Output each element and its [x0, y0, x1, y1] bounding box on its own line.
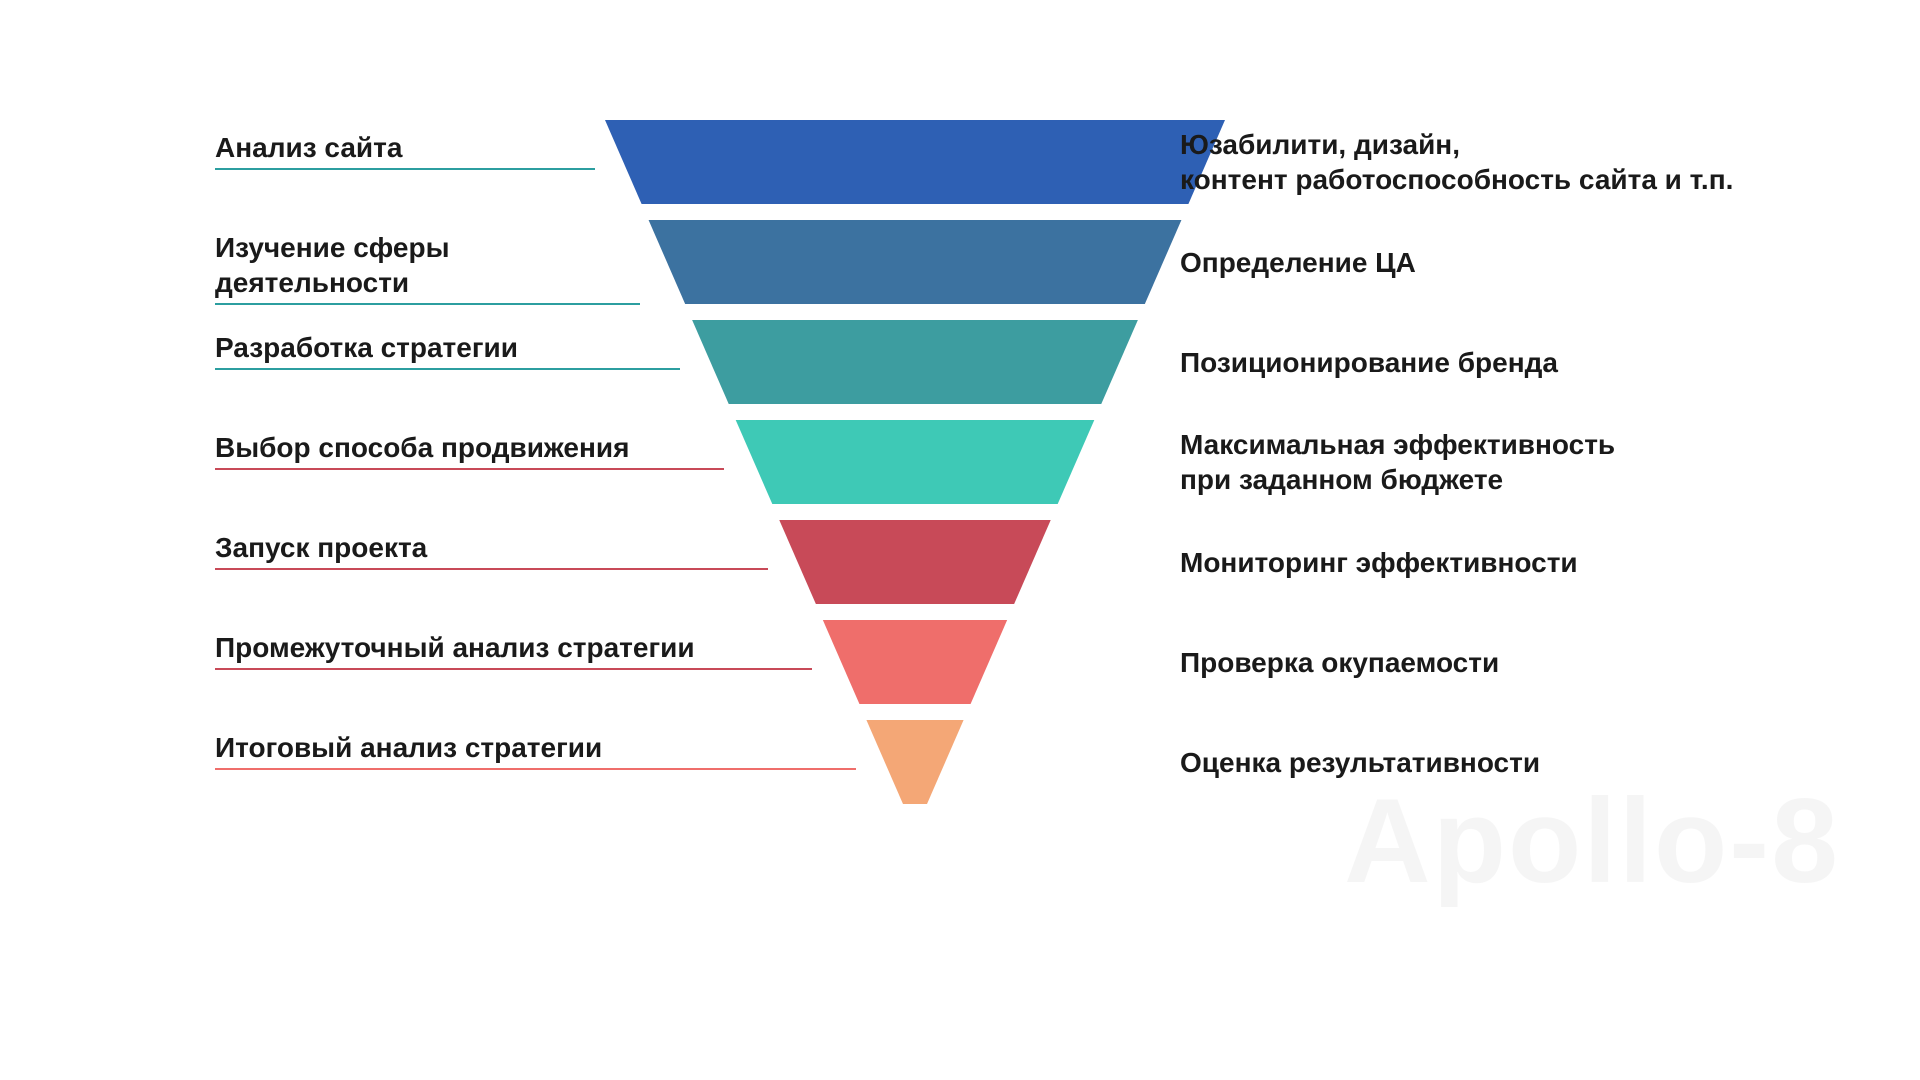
left-label-3: Выбор способа продвижения — [215, 430, 724, 470]
left-label-text-1: Изучение сферы деятельности — [215, 230, 640, 305]
right-label-0: Юзабилити, дизайн,контент работоспособно… — [1180, 127, 1733, 197]
left-label-0: Анализ сайта — [215, 130, 595, 170]
funnel-diagram: Анализ сайта Юзабилити, дизайн,контент ра… — [0, 0, 1920, 1080]
right-label-1: Определение ЦА — [1180, 245, 1416, 280]
funnel-segment-2 — [692, 320, 1138, 404]
funnel-segment-5 — [823, 620, 1007, 704]
left-label-text-6: Итоговый анализ стратегии — [215, 730, 856, 770]
funnel-segment-0 — [605, 120, 1225, 204]
left-label-1: Изучение сферы деятельности — [215, 230, 640, 305]
left-label-6: Итоговый анализ стратегии — [215, 730, 856, 770]
left-label-text-5: Промежуточный анализ стратегии — [215, 630, 812, 670]
left-label-text-2: Разработка стратегии — [215, 330, 680, 370]
funnel-segment-6 — [866, 720, 963, 804]
left-label-text-0: Анализ сайта — [215, 130, 595, 170]
funnel-segment-3 — [736, 420, 1095, 504]
left-label-5: Промежуточный анализ стратегии — [215, 630, 812, 670]
funnel-segment-4 — [779, 520, 1050, 604]
right-label-5: Проверка окупаемости — [1180, 645, 1499, 680]
right-label-6: Оценка результативности — [1180, 745, 1540, 780]
left-label-2: Разработка стратегии — [215, 330, 680, 370]
right-label-4: Мониторинг эффективности — [1180, 545, 1578, 580]
left-label-4: Запуск проекта — [215, 530, 768, 570]
left-label-text-3: Выбор способа продвижения — [215, 430, 724, 470]
funnel-segment-1 — [649, 220, 1182, 304]
left-label-text-4: Запуск проекта — [215, 530, 768, 570]
right-label-2: Позиционирование бренда — [1180, 345, 1558, 380]
right-label-3: Максимальная эффективностьпри заданном б… — [1180, 427, 1615, 497]
